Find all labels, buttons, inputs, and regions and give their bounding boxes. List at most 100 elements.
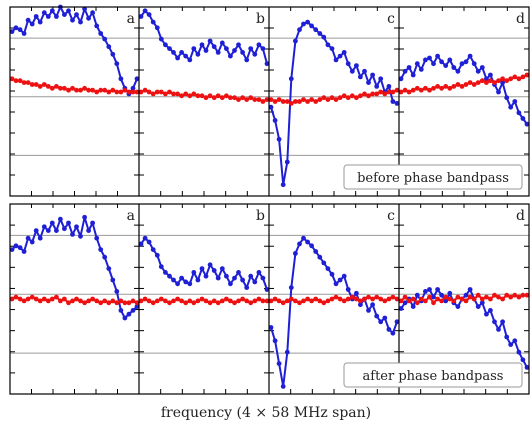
data-point [58,298,63,304]
data-point [41,224,47,230]
data-point [463,292,469,298]
data-point [29,239,35,245]
data-point [354,63,359,68]
data-point [118,298,124,304]
data-point [199,42,205,48]
data-point [9,29,15,34]
data-point [459,84,465,89]
data-point [516,294,522,300]
data-point [171,50,176,55]
data-point [167,300,172,306]
data-point [171,91,176,97]
data-point [138,89,144,95]
data-point [439,292,444,298]
data-point [90,10,95,16]
data-point [333,294,339,300]
data-point [349,68,355,74]
data-point [475,68,481,74]
note-box [343,164,523,190]
data-point [276,136,282,142]
data-point [102,87,108,93]
data-point [488,78,493,84]
data-point [321,260,327,266]
data-point [504,334,510,340]
data-point [134,304,140,309]
data-point [248,273,254,279]
data-point [358,298,363,304]
data-point [337,53,343,59]
data-point [512,338,518,344]
data-point [459,296,465,302]
data-point [479,296,485,302]
data-point [70,298,75,304]
data-point [333,97,339,102]
data-point [500,319,505,325]
data-point [58,85,63,91]
data-point [90,87,95,93]
data-point [516,76,522,82]
data-point [25,296,31,302]
data-point [439,59,444,65]
data-point [394,296,400,302]
data-point [90,220,95,226]
data-point [224,46,229,51]
data-point [447,290,453,296]
panel-label: d [516,11,525,27]
data-point [370,91,375,97]
data-point [118,89,124,95]
data-point [288,101,294,106]
data-point [13,243,19,249]
data-point [94,23,100,29]
data-point [386,296,392,302]
data-point [203,298,209,304]
data-point [423,289,428,294]
data-point [272,338,278,344]
data-point [171,298,176,304]
data-point [240,50,246,55]
data-point [62,226,67,232]
data-point [224,296,229,302]
data-point [195,277,201,283]
data-point [236,97,241,102]
data-point [524,121,530,127]
data-point [268,325,274,330]
data-point [211,44,217,50]
data-point [293,99,298,104]
chart-row-1: a b c d before phase bandpass [9,4,530,197]
panel-d: d [398,6,530,197]
data-point [248,95,254,101]
data-point [110,87,116,93]
data-point [90,296,95,302]
data-point [224,273,229,279]
data-point [288,296,294,302]
data-point [62,296,67,302]
data-point [492,80,497,85]
data-point [25,80,31,85]
data-point [183,300,189,306]
data-point [329,46,335,51]
data-point [431,300,436,306]
data-point [382,298,388,304]
data-point [374,91,380,97]
data-point [366,308,371,313]
data-point [268,97,274,102]
data-point [78,233,83,239]
data-point [33,228,39,234]
data-point [240,296,246,302]
data-point [215,50,221,55]
data-point [297,241,302,247]
data-point [215,300,221,306]
data-point [463,59,469,65]
data-point [354,290,359,296]
data-point [150,19,156,25]
data-point [451,65,457,70]
data-point [175,55,181,61]
panel-label: a [127,11,135,27]
data-point [256,42,262,48]
data-point [21,31,27,36]
data-point [122,315,128,321]
data-point [110,298,116,304]
data-point [118,76,124,82]
data-point [349,93,355,99]
data-point [130,85,136,91]
